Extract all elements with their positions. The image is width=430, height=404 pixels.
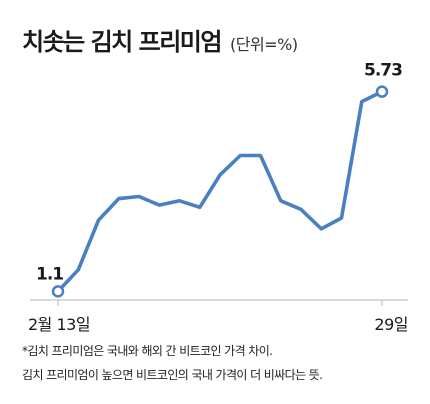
start-point-marker xyxy=(51,285,65,298)
chart-unit: (단위=%) xyxy=(230,35,298,54)
x-label-start: 2월 13일 xyxy=(28,315,90,334)
chart-title: 치솟는 김치 프리미엄 xyxy=(22,28,222,56)
footnote-meaning: 김치 프리미엄이 높으면 비트코인의 국내 가격이 더 비싸다는 뜻. xyxy=(22,368,323,382)
start-value-label: 1.1 xyxy=(36,264,63,284)
end-point-marker xyxy=(375,85,389,98)
footnote-definition: *김치 프리미엄은 국내와 해외 간 비트코인 가격 차이. xyxy=(22,344,273,358)
x-label-end: 29일 xyxy=(374,315,408,334)
chart-title-row: 치솟는 김치 프리미엄 (단위=%) xyxy=(22,22,298,57)
end-value-label: 5.73 xyxy=(364,61,402,81)
premium-series-line xyxy=(56,89,384,294)
